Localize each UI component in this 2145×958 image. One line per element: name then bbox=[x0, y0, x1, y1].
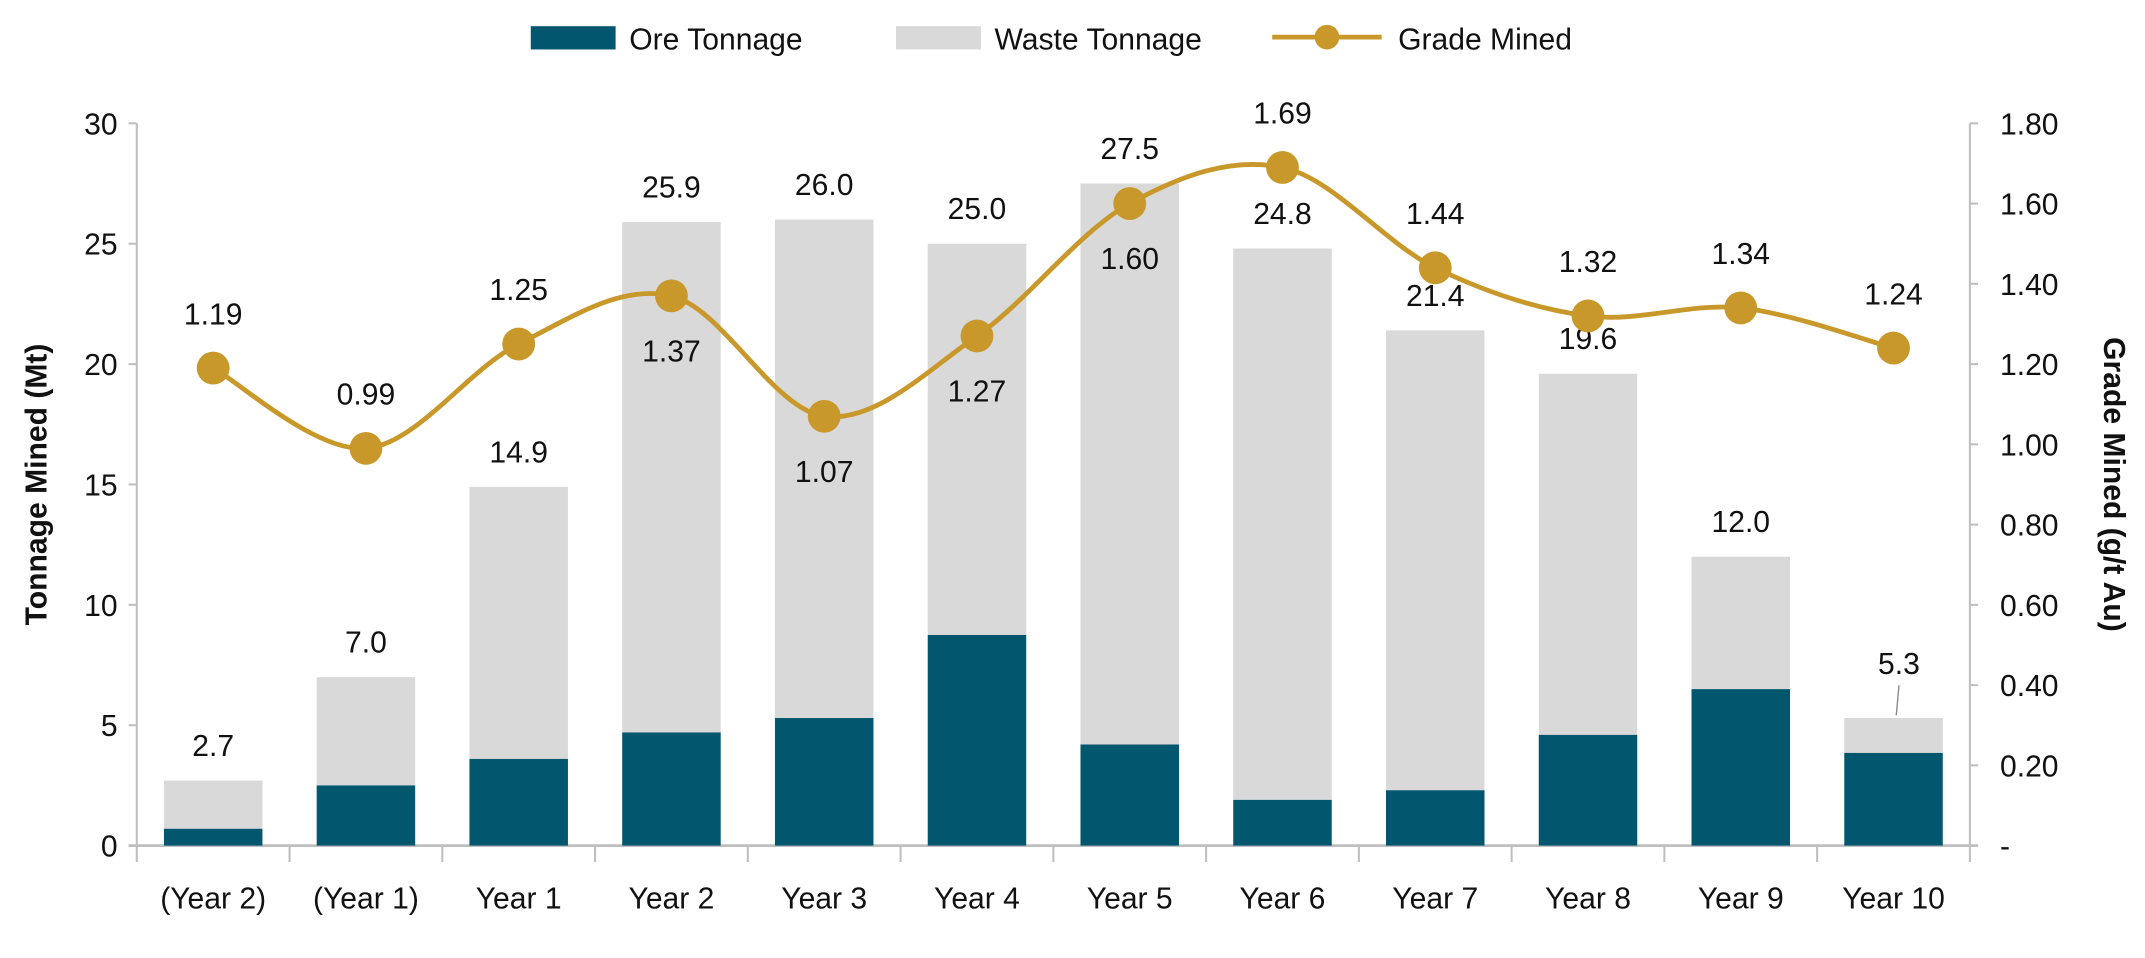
y2-axis-title: Grade Mined (g/t Au) bbox=[2097, 337, 2130, 632]
grade-marker bbox=[807, 399, 841, 433]
y-tick-label: 25 bbox=[84, 229, 117, 262]
ore-bar bbox=[1233, 799, 1332, 846]
grade-label: 1.19 bbox=[184, 298, 243, 331]
y2-tick-label: 1.00 bbox=[2000, 429, 2059, 462]
legend-marker-grade bbox=[1314, 24, 1340, 50]
total-label: 25.9 bbox=[642, 171, 701, 204]
y-tick-label: 30 bbox=[84, 108, 117, 141]
x-tick-label: Year 9 bbox=[1698, 883, 1784, 916]
grade-line bbox=[212, 162, 1895, 451]
ore-bar bbox=[1844, 752, 1943, 846]
grade-label: 1.32 bbox=[1559, 246, 1618, 279]
grade-marker bbox=[960, 319, 994, 353]
ore-bar bbox=[1538, 734, 1638, 846]
legend-swatch-waste bbox=[896, 26, 981, 50]
grade-marker bbox=[1571, 299, 1605, 333]
waste-bar bbox=[469, 486, 568, 759]
waste-bar bbox=[316, 677, 416, 786]
x-tick-label: Year 10 bbox=[1842, 883, 1945, 916]
ore-bar bbox=[927, 634, 1027, 846]
total-label: 5.3 bbox=[1878, 648, 1920, 681]
grade-label: 1.60 bbox=[1100, 243, 1159, 276]
grade-marker bbox=[502, 327, 536, 361]
y-tick-label: 10 bbox=[84, 590, 117, 623]
total-label: 14.9 bbox=[489, 436, 548, 469]
legend-label-waste: Waste Tonnage bbox=[995, 23, 1202, 56]
ore-bar bbox=[622, 732, 721, 846]
waste-bar bbox=[1233, 248, 1332, 800]
total-label: 27.5 bbox=[1100, 133, 1159, 166]
waste-bar bbox=[1538, 373, 1638, 735]
y2-tick-label: 0.60 bbox=[2000, 590, 2059, 623]
total-label: 24.8 bbox=[1253, 198, 1312, 231]
y2-tick-label: - bbox=[2000, 831, 2010, 864]
y-axis-title: Tonnage Mined (Mt) bbox=[21, 344, 54, 626]
waste-bar bbox=[1080, 183, 1179, 745]
ore-bar bbox=[1080, 744, 1179, 846]
waste-bar bbox=[774, 219, 874, 719]
ore-bar bbox=[163, 828, 263, 846]
total-label: 7.0 bbox=[345, 626, 387, 659]
x-tick-label: Year 8 bbox=[1545, 883, 1631, 916]
y2-tick-label: 1.80 bbox=[2000, 108, 2059, 141]
total-label: 21.4 bbox=[1406, 280, 1465, 313]
waste-bar bbox=[1844, 718, 1943, 753]
ore-bar bbox=[1691, 689, 1791, 846]
waste-bar bbox=[163, 780, 263, 829]
y2-tick-label: 1.40 bbox=[2000, 269, 2059, 302]
total-label: 12.0 bbox=[1711, 506, 1770, 539]
grade-label: 1.27 bbox=[948, 376, 1007, 409]
x-tick-label: Year 6 bbox=[1240, 883, 1326, 916]
x-tick-label: Year 4 bbox=[934, 883, 1020, 916]
y2-tick-label: 0.80 bbox=[2000, 510, 2059, 543]
ore-bar bbox=[316, 785, 416, 846]
grade-label: 1.07 bbox=[795, 456, 854, 489]
y2-tick-label: 0.40 bbox=[2000, 670, 2059, 703]
grade-marker bbox=[1724, 291, 1758, 325]
x-tick-label: (Year 1) bbox=[313, 883, 419, 916]
grade-marker bbox=[349, 431, 383, 465]
y2-tick-label: 0.20 bbox=[2000, 750, 2059, 783]
waste-bar bbox=[1385, 330, 1485, 791]
x-tick-label: Year 7 bbox=[1392, 883, 1478, 916]
grade-label: 1.24 bbox=[1864, 278, 1923, 311]
grade-marker bbox=[1266, 151, 1299, 184]
x-tick-label: Year 2 bbox=[629, 883, 715, 916]
grade-marker bbox=[1113, 187, 1147, 220]
ore-bar bbox=[1385, 790, 1485, 846]
total-label: 2.7 bbox=[192, 730, 234, 763]
grade-label: 1.34 bbox=[1711, 238, 1770, 271]
legend-swatch-ore bbox=[530, 26, 616, 50]
waste-bar bbox=[927, 243, 1027, 635]
grade-label: 0.99 bbox=[337, 379, 396, 412]
ore-bar bbox=[469, 758, 568, 846]
grade-marker bbox=[1418, 251, 1452, 285]
x-tick-label: Year 3 bbox=[781, 883, 867, 916]
total-label: 25.0 bbox=[948, 193, 1007, 226]
y2-tick-label: 1.20 bbox=[2000, 349, 2059, 382]
grade-marker bbox=[655, 279, 688, 313]
y-tick-label: 0 bbox=[101, 831, 118, 864]
legend-label-ore: Ore Tonnage bbox=[629, 23, 802, 56]
y-tick-label: 15 bbox=[84, 469, 117, 502]
total-label: 26.0 bbox=[795, 169, 854, 202]
x-tick-label: Year 5 bbox=[1087, 883, 1173, 916]
y2-tick-label: 1.60 bbox=[2000, 189, 2059, 222]
leader-line bbox=[1895, 685, 1900, 716]
y-tick-label: 5 bbox=[101, 710, 118, 743]
x-tick-label: (Year 2) bbox=[160, 883, 266, 916]
legend-label-grade: Grade Mined bbox=[1398, 23, 1572, 56]
grade-label: 1.25 bbox=[489, 274, 548, 307]
waste-bar bbox=[1691, 556, 1791, 690]
grade-marker bbox=[1877, 331, 1910, 365]
grade-label: 1.69 bbox=[1253, 98, 1312, 131]
grade-marker bbox=[196, 351, 230, 385]
y-tick-label: 20 bbox=[84, 349, 117, 382]
grade-label: 1.37 bbox=[642, 336, 701, 369]
x-tick-label: Year 1 bbox=[476, 883, 562, 916]
ore-bar bbox=[774, 718, 874, 846]
grade-label: 1.44 bbox=[1406, 198, 1465, 231]
